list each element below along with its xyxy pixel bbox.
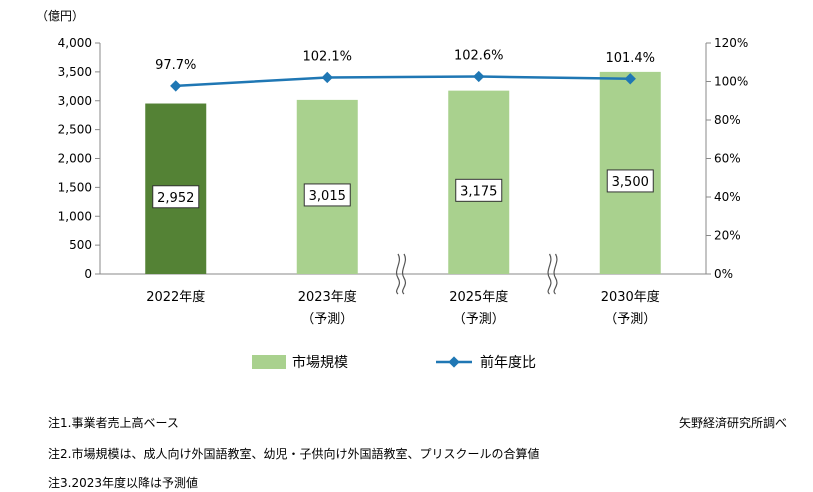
x-tick-sublabel: （予測） — [453, 312, 505, 327]
y-left-tick-label: 500 — [69, 238, 92, 252]
axis-break-mark — [395, 253, 401, 295]
bar-value-label: 3,175 — [460, 184, 497, 199]
x-tick-label: 2030年度 — [601, 289, 660, 305]
line-point-yoy — [473, 70, 485, 83]
source-note: 矢野経済研究所調べ — [678, 416, 787, 430]
y-left-tick-label: 2,000 — [58, 152, 92, 166]
x-tick-label: 2022年度 — [146, 289, 205, 305]
chart: （億円） 0 500 1,000 1,500 2,000 2,500 3,000 3,500 4,… — [36, 9, 748, 327]
line-point-yoy — [170, 80, 182, 92]
note-1: 注1.事業者売上高ベース — [48, 416, 179, 430]
y-left-tick-label: 1,000 — [58, 209, 92, 223]
y-left-tick-label: 4,000 — [58, 36, 92, 50]
line-point-yoy — [321, 71, 333, 84]
bar-value-label: 3,015 — [309, 189, 346, 204]
x-tick-label: 2023年度 — [298, 289, 357, 305]
legend-label-market-size: 市場規模 — [292, 355, 348, 371]
axis-break-mark — [401, 253, 407, 295]
legend-swatch-line — [436, 356, 472, 368]
legend-label-yoy: 前年度比 — [480, 355, 536, 371]
x-tick-sublabel: （予測） — [301, 312, 353, 327]
axis-break-mark — [553, 253, 558, 295]
bar-value-label: 3,500 — [612, 175, 649, 190]
line-yoy — [175, 75, 631, 88]
y-axis-unit-label: （億円） — [36, 9, 84, 23]
legend-market-size: 市場規模 — [252, 352, 348, 372]
x-tick-sublabel: （予測） — [604, 312, 656, 327]
y-right-tick-label: 20% — [714, 229, 741, 243]
y-left-tick-label: 1,500 — [58, 180, 92, 194]
legend-swatch-bar — [252, 355, 286, 369]
bar-label-box — [152, 185, 200, 209]
x-tick-label: 2025年度 — [449, 289, 508, 305]
bar-label-box — [455, 178, 503, 202]
note-3: 注3.2023年度以降は予測値 — [48, 476, 198, 490]
y-right-tick-label: 60% — [714, 152, 741, 166]
y-left-tick-label: 3,000 — [58, 94, 92, 108]
bar-label-box — [303, 183, 351, 207]
y-right-tick-label: 80% — [714, 113, 741, 127]
bar-value-label: 2,952 — [157, 191, 194, 206]
y-left-tick-label: 3,500 — [58, 65, 92, 79]
y-right-tick-label: 100% — [714, 75, 748, 89]
y-left-tick-label: 0 — [84, 267, 92, 281]
line-value-label: 102.6% — [454, 48, 504, 63]
line-value-label: 97.7% — [155, 58, 196, 73]
line-value-label: 102.1% — [302, 49, 352, 64]
line-value-label: 101.4% — [605, 51, 655, 66]
legend-yoy: 前年度比 — [434, 352, 536, 372]
y-right-tick-label: 120% — [714, 36, 748, 50]
y-right-tick-label: 0% — [714, 267, 733, 281]
axis-break-mark — [547, 253, 552, 295]
y-left-tick-label: 2,500 — [58, 123, 92, 137]
y-right-tick-label: 40% — [714, 190, 741, 204]
note-2: 注2.市場規模は、成人向け外国語教室、幼児・子供向け外国語教室、プリスクールの合… — [48, 447, 540, 461]
bar-label-box — [606, 169, 654, 193]
